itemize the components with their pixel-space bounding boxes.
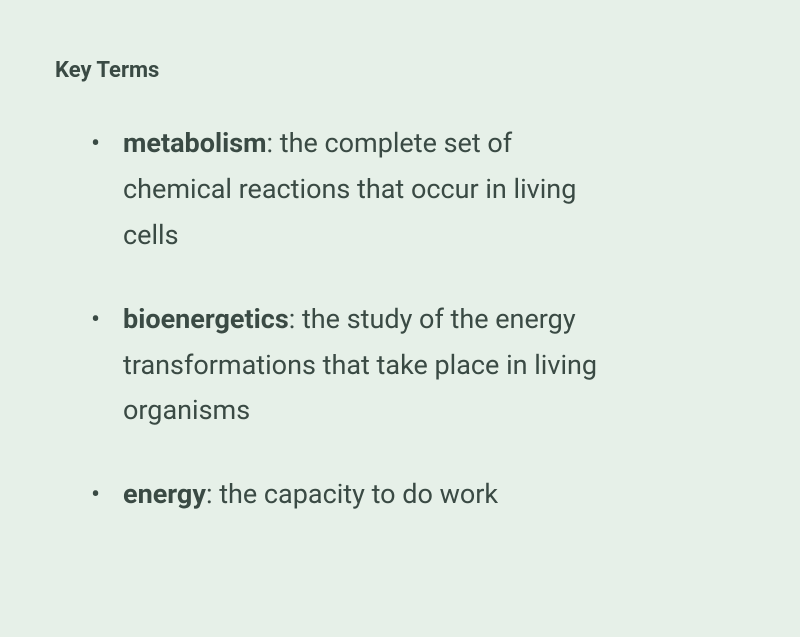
- term-name: bioenergetics: [123, 303, 289, 335]
- term-definition: : the capacity to do work: [206, 478, 498, 510]
- key-terms-list: metabolism: the complete set of chemical…: [55, 121, 615, 518]
- term-item: bioenergetics: the study of the energy t…: [123, 297, 615, 435]
- term-name: metabolism: [123, 127, 267, 159]
- term-item: energy: the capacity to do work: [123, 472, 615, 518]
- term-name: energy: [123, 478, 206, 510]
- section-heading: Key Terms: [55, 58, 745, 83]
- term-item: metabolism: the complete set of chemical…: [123, 121, 615, 259]
